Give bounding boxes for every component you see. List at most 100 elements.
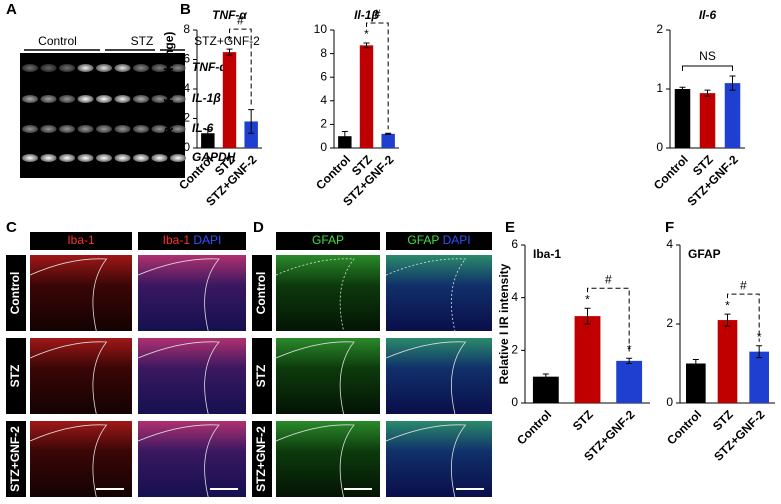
row-label-box: [6, 255, 26, 331]
gel-band: [77, 125, 94, 133]
gel-band: [133, 95, 149, 103]
gel-gene-label: GAPDH: [192, 150, 236, 164]
gel-group-label: STZ+GNF-2: [194, 34, 260, 48]
tissue-outline: [137, 258, 220, 332]
gel-band: [40, 125, 57, 133]
gel-gene-label: TNF-α: [192, 60, 227, 74]
bar: [222, 52, 237, 148]
header-box: [30, 232, 132, 250]
gel-gene-label: IL-1β: [192, 91, 221, 105]
y-tick-label: 6: [183, 52, 190, 66]
bar: [717, 320, 738, 403]
y-tick-label: 4: [183, 81, 190, 95]
x-tick-label: Control: [651, 152, 691, 192]
y-tick-label: 2: [666, 316, 673, 330]
panel-label: D: [253, 219, 264, 236]
micrograph: [30, 338, 132, 414]
micrograph: [276, 338, 380, 414]
bar: [616, 360, 643, 403]
row-label-box: [252, 421, 272, 497]
y-tick-label: 1: [656, 81, 663, 95]
bar: [532, 376, 559, 403]
tissue-outline: [275, 424, 355, 498]
y-tick-label: 4: [666, 237, 673, 251]
significance-label: *: [585, 292, 590, 306]
header-part: Iba-1: [163, 233, 191, 247]
row-label: STZ: [8, 365, 22, 388]
panel-label: B: [180, 1, 191, 18]
tissue-outline: [275, 258, 355, 332]
error-bar: [363, 42, 370, 49]
tissue-outline: [275, 341, 355, 415]
micrograph: [386, 338, 492, 414]
error-bar: [341, 130, 348, 142]
row-label-box: [252, 255, 272, 331]
error-bar: [542, 373, 549, 380]
micrograph: [276, 255, 380, 331]
micrograph: [138, 255, 246, 331]
y-tick-label: 10: [314, 22, 328, 36]
gel-band: [114, 125, 131, 133]
gel-band: [22, 64, 38, 72]
comparison-bracket: [366, 22, 389, 130]
x-tick-label: STZ: [710, 407, 736, 433]
gel-band: [77, 95, 94, 103]
error-bar: [704, 89, 711, 97]
gel-band: [59, 64, 75, 72]
y-tick-label: 2: [511, 343, 518, 357]
gel-band: [77, 64, 94, 72]
panel-label: E: [505, 219, 515, 236]
gel-band: [59, 125, 75, 133]
gel-band: [133, 64, 149, 72]
y-tick-label: 6: [320, 69, 327, 83]
y-tick-label: 0: [320, 140, 327, 154]
y-tick-label: 0: [666, 395, 673, 409]
comparison-label: #: [605, 272, 612, 286]
gel-band: [170, 154, 186, 162]
error-bar: [626, 357, 633, 364]
gel-band: [151, 64, 168, 72]
gel-group-label: Control: [38, 34, 77, 48]
header-part: GFAP: [407, 233, 439, 247]
x-tick-label: Control: [313, 152, 353, 192]
header-box: [276, 232, 380, 250]
row-label-box: [6, 338, 26, 414]
gel-band: [151, 125, 168, 133]
y-tick-label: 0: [183, 140, 190, 154]
tissue-outline: [29, 424, 108, 498]
bar: [749, 351, 769, 403]
row-label-box: [252, 338, 272, 414]
gel-gene-label: IL-6: [192, 121, 214, 135]
micrograph: [30, 421, 132, 497]
chart-title: GFAP: [688, 247, 721, 261]
row-label-box: [6, 421, 26, 497]
error-bar: [385, 132, 392, 135]
gel-band: [170, 125, 186, 133]
row-label: STZ+GNF-2: [254, 426, 268, 492]
gel-band: [96, 154, 112, 162]
error-bar: [248, 109, 255, 134]
gel-band: [77, 154, 94, 162]
significance-label: *: [227, 33, 232, 47]
chart-title: Il-1β: [354, 8, 379, 22]
bar: [674, 89, 691, 148]
y-tick-label: 2: [656, 22, 663, 36]
tissue-outline: [29, 258, 108, 332]
micrograph: [138, 421, 246, 497]
gel-band: [96, 64, 112, 72]
significance-label: *: [364, 27, 369, 41]
significance-label: *: [725, 298, 730, 312]
y-tick-label: 4: [511, 290, 518, 304]
micrograph: [276, 421, 380, 497]
error-bar: [692, 359, 699, 368]
bar: [359, 45, 374, 149]
header-label: Iba-1: [67, 233, 95, 247]
bar: [244, 121, 258, 148]
y-tick-label: 4: [320, 93, 327, 107]
gel-band: [40, 154, 57, 162]
y-tick-label: 2: [320, 117, 327, 131]
comparison-label: NS: [699, 49, 716, 63]
error-bar: [226, 48, 233, 56]
